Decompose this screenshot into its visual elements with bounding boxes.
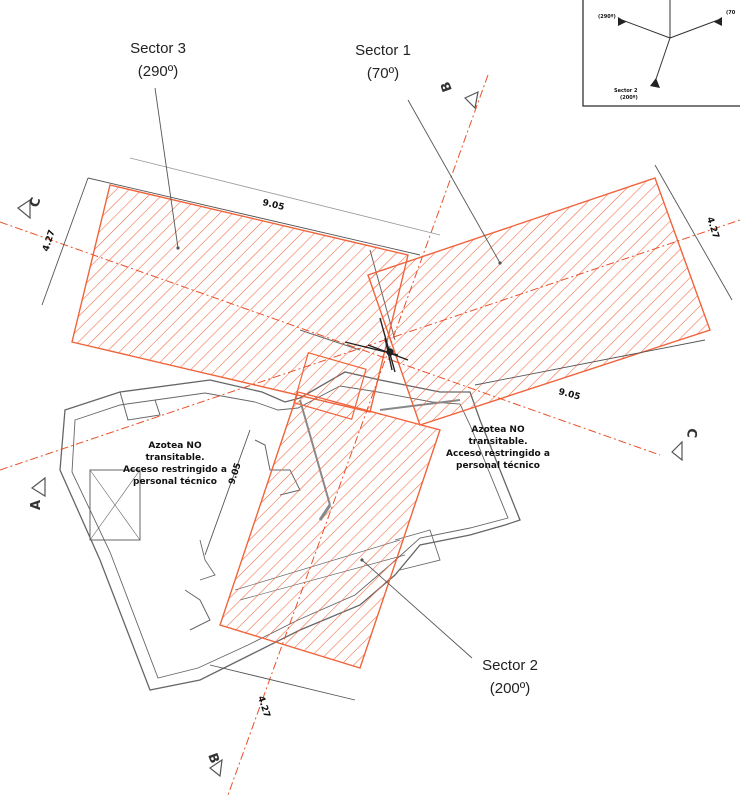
leader-dot bbox=[360, 558, 364, 562]
section-b-top-label: B bbox=[438, 79, 455, 93]
inset-s2-azimuth: (200º) bbox=[620, 95, 638, 101]
sector3-azimuth: (290º) bbox=[138, 63, 179, 80]
dim-s2-length: 9.05 bbox=[227, 462, 243, 486]
inset-arrow-s1 bbox=[714, 17, 722, 26]
note-right-line: Acceso restringido a bbox=[446, 449, 550, 459]
section-b-bottom-label: B bbox=[204, 751, 221, 765]
section-mark-a: A bbox=[29, 476, 46, 510]
orientation-inset: (290º) (70 Sector 2 (200º) bbox=[582, 0, 740, 107]
note-left-line: Acceso restringido a bbox=[123, 465, 227, 475]
leader-dot bbox=[498, 261, 502, 265]
leader-lines bbox=[154, 87, 501, 659]
inset-arrow-s3 bbox=[618, 17, 626, 26]
sector-areas bbox=[71, 177, 711, 669]
dim-s2-width: 4.27 bbox=[255, 695, 271, 719]
section-c-right-label: C bbox=[683, 428, 699, 439]
sector2-name: Sector 2 bbox=[482, 657, 538, 674]
inset-s3-label: (290º) bbox=[598, 14, 616, 20]
sector2-azimuth: (200º) bbox=[490, 680, 531, 697]
note-left-line: personal técnico bbox=[133, 476, 217, 487]
sector3-area bbox=[71, 184, 409, 413]
sector2-area bbox=[219, 391, 441, 669]
note-left-line: transitable. bbox=[145, 453, 204, 463]
axis-c bbox=[0, 221, 661, 456]
note-left: Azotea NO transitable. Acceso restringid… bbox=[123, 441, 227, 487]
sector1-area bbox=[367, 177, 711, 426]
note-right-line: transitable. bbox=[468, 437, 527, 447]
dim-s1-width: 4.27 bbox=[704, 216, 720, 240]
section-axes bbox=[0, 74, 740, 796]
leader-dot bbox=[176, 246, 180, 250]
section-mark-b-bottom: B bbox=[204, 751, 223, 778]
antenna-mast bbox=[318, 317, 409, 521]
sector1-name: Sector 1 bbox=[355, 42, 411, 59]
inset-s1-label: (70 bbox=[726, 10, 736, 16]
section-mark-b-top: B bbox=[438, 79, 479, 110]
inset-arrow-s2 bbox=[650, 78, 660, 88]
dimension-lines bbox=[41, 157, 733, 701]
dim-s3-width: 4.27 bbox=[41, 229, 57, 253]
section-c-left-label: C bbox=[27, 196, 44, 209]
axis-a bbox=[0, 219, 740, 471]
dim-s1-length: 9.05 bbox=[557, 387, 581, 402]
section-a-label: A bbox=[29, 500, 44, 510]
note-right: Azotea NO transitable. Acceso restringid… bbox=[446, 425, 550, 471]
note-left-line: Azotea NO bbox=[148, 441, 202, 451]
sector3-name: Sector 3 bbox=[130, 40, 186, 57]
section-mark-c-right: C bbox=[671, 428, 699, 462]
note-right-line: personal técnico bbox=[456, 460, 540, 471]
section-mark-c-left: C bbox=[16, 196, 44, 220]
dim-s3-length: 9.05 bbox=[261, 198, 285, 213]
sector1-azimuth: (70º) bbox=[367, 65, 399, 82]
note-right-line: Azotea NO bbox=[471, 425, 525, 435]
inset-s2-name: Sector 2 bbox=[614, 88, 638, 94]
